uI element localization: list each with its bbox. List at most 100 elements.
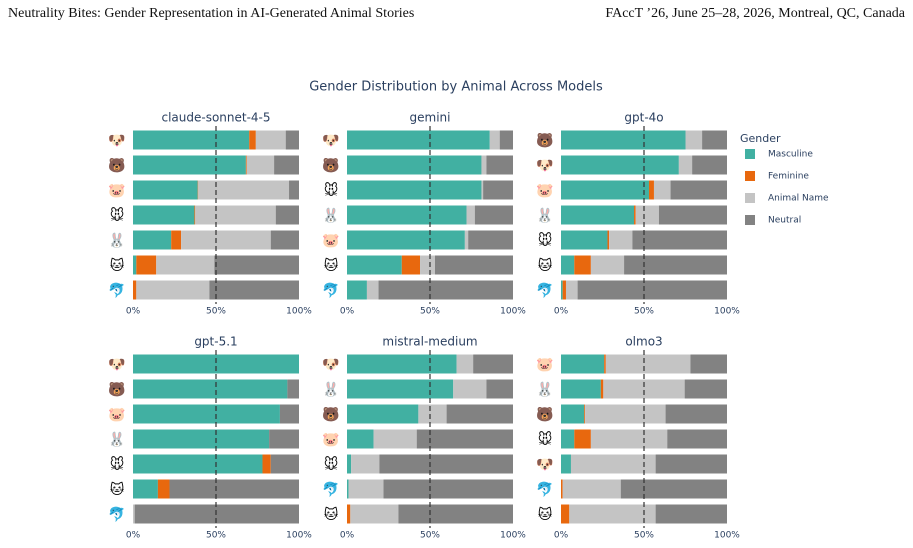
bar-segment <box>417 430 513 449</box>
bar-segment <box>246 156 247 175</box>
bar-segment <box>170 480 299 499</box>
bar-segment <box>256 131 286 150</box>
bar-segment <box>606 355 691 374</box>
category-label: 🐶 <box>536 457 553 473</box>
figure-title: Gender Distribution by Animal Across Mod… <box>309 80 603 95</box>
bar-segment <box>656 455 727 474</box>
bar-segment <box>136 256 156 275</box>
bar-segment <box>133 156 246 175</box>
bar-segment <box>351 455 379 474</box>
bar-segment <box>133 380 287 399</box>
bar-segment <box>347 156 481 175</box>
subplot-title: claude-sonnet-4-5 <box>161 111 270 125</box>
bar-segment <box>347 206 467 225</box>
bar-segment <box>566 281 578 300</box>
category-label: 🐶 <box>536 158 553 174</box>
x-tick-label: 100% <box>714 531 740 541</box>
bar-segment <box>347 281 367 300</box>
bar-segment <box>578 281 727 300</box>
x-tick-label: 0% <box>126 307 141 317</box>
bar-segment <box>481 181 483 200</box>
subplot-title: gpt-4o <box>624 111 663 125</box>
bar-segment <box>350 505 398 524</box>
bar-segment <box>591 256 624 275</box>
bar-segment <box>133 505 135 524</box>
bar-segment <box>692 156 727 175</box>
category-label: 🐬 <box>322 281 339 299</box>
bar-segment <box>194 206 195 225</box>
subplot-title: olmo3 <box>625 335 662 349</box>
bar-segment <box>247 156 274 175</box>
bar-segment <box>486 380 513 399</box>
category-label: 🐭 <box>538 431 553 448</box>
legend-label: Animal Name <box>768 194 829 204</box>
bar-segment <box>609 231 632 250</box>
bar-segment <box>671 181 727 200</box>
bar-segment <box>679 156 692 175</box>
running-header-right: FAccT ’26, June 25–28, 2026, Montreal, Q… <box>605 6 905 21</box>
bar-segment <box>686 131 703 150</box>
bar-segment <box>561 505 569 524</box>
x-tick-label: 0% <box>554 531 569 541</box>
category-label: 🐭 <box>324 456 339 473</box>
x-tick-label: 100% <box>286 307 312 317</box>
bar-segment <box>181 231 271 250</box>
x-tick-label: 100% <box>500 531 526 541</box>
x-tick-label: 0% <box>340 307 355 317</box>
x-tick-label: 0% <box>340 531 355 541</box>
subplot-title: gemini <box>410 111 451 125</box>
bar-segment <box>418 405 446 424</box>
x-tick-label: 100% <box>714 307 740 317</box>
bar-segment <box>561 405 584 424</box>
legend-label: Feminine <box>768 172 809 182</box>
bar-segment <box>607 231 609 250</box>
bar-segment <box>666 405 727 424</box>
bar-segment <box>156 256 214 275</box>
bar-segment <box>198 181 289 200</box>
category-label: 🐻 <box>108 156 126 174</box>
bar-segment <box>286 131 299 150</box>
category-label: 🐭 <box>538 232 553 249</box>
bar-segment <box>500 131 513 150</box>
bar-segment <box>347 405 418 424</box>
category-label: 🐻 <box>322 405 340 423</box>
bar-segment <box>561 281 563 300</box>
subplot-title: mistral-medium <box>382 335 477 349</box>
bar-segment <box>561 380 601 399</box>
legend-swatch <box>745 215 755 225</box>
bar-segment <box>171 231 181 250</box>
bar-segment <box>584 405 585 424</box>
bar-segment <box>624 256 727 275</box>
bar-segment <box>133 281 136 300</box>
category-label: 🐱 <box>538 506 553 523</box>
bar-segment <box>571 455 656 474</box>
x-tick-label: 100% <box>286 531 312 541</box>
bar-segment <box>690 355 727 374</box>
bar-segment <box>636 206 659 225</box>
bar-segment <box>561 355 604 374</box>
category-label: 🐷 <box>536 357 553 373</box>
bar-segment <box>133 256 136 275</box>
category-label: 🐱 <box>110 257 125 274</box>
bar-segment <box>634 206 636 225</box>
bar-segment <box>563 281 566 300</box>
bar-segment <box>384 480 513 499</box>
running-header-left: Neutrality Bites: Gender Representation … <box>8 6 414 21</box>
bar-segment <box>347 505 350 524</box>
category-label: 🐻 <box>108 380 126 398</box>
bar-segment <box>133 430 269 449</box>
bar-segment <box>209 281 299 300</box>
bar-segment <box>465 231 468 250</box>
legend-label: Neutral <box>768 216 801 226</box>
bar-segment <box>467 206 475 225</box>
x-tick-label: 0% <box>554 307 569 317</box>
x-tick-label: 50% <box>206 531 226 541</box>
bar-segment <box>280 405 299 424</box>
category-label: 🐷 <box>322 233 339 249</box>
bar-segment <box>374 430 417 449</box>
category-label: 🐭 <box>110 456 125 473</box>
bar-segment <box>269 430 299 449</box>
bar-segment <box>656 505 727 524</box>
bar-segment <box>561 181 649 200</box>
